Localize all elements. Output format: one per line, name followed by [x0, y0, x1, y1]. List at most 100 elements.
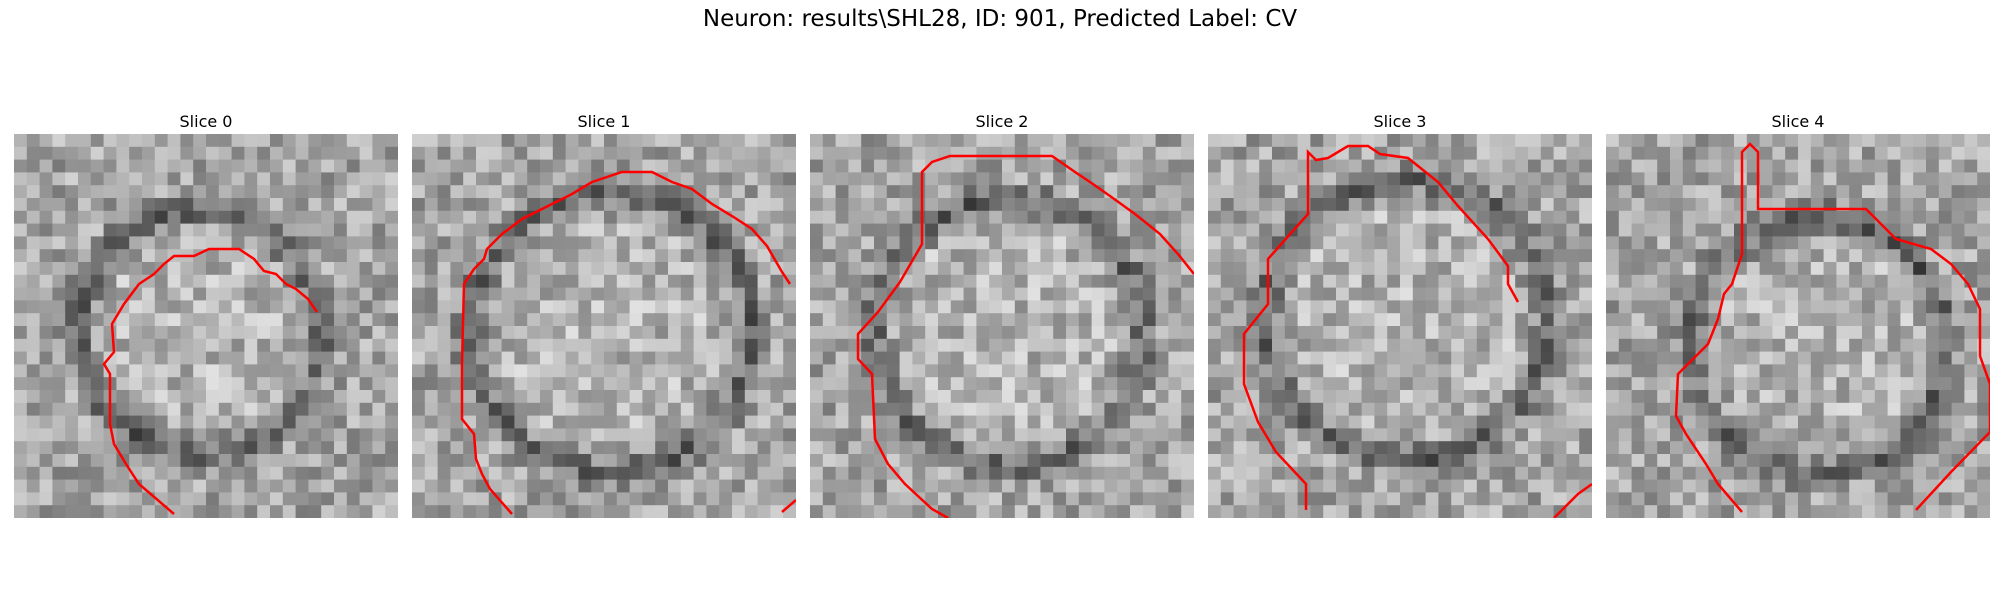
pixel — [1425, 249, 1439, 263]
pixel — [616, 390, 631, 404]
pixel — [1078, 185, 1093, 199]
pixel — [359, 351, 373, 365]
pixel — [1078, 377, 1093, 391]
pixel — [39, 249, 53, 263]
pixel — [1746, 377, 1761, 391]
pixel — [1566, 146, 1580, 161]
pixel — [642, 390, 656, 404]
pixel — [1348, 262, 1363, 276]
pixel — [835, 338, 849, 353]
pixel — [206, 146, 220, 161]
pixel — [1208, 390, 1222, 404]
pixel — [218, 415, 233, 429]
pixel — [565, 210, 579, 225]
pixel — [565, 454, 579, 468]
pixel — [1027, 262, 1041, 276]
pixel — [385, 172, 398, 186]
pixel — [308, 338, 322, 353]
pixel — [1644, 300, 1658, 314]
pixel — [1387, 415, 1401, 429]
pixel — [1078, 146, 1093, 161]
pixel — [1553, 185, 1567, 199]
pixel — [1400, 236, 1414, 250]
pixel — [1066, 172, 1080, 186]
pixel — [1540, 134, 1555, 148]
pixel — [604, 146, 618, 161]
pixel — [1053, 479, 1067, 493]
pixel — [835, 134, 849, 148]
pixel — [938, 415, 952, 429]
pixel — [783, 223, 796, 237]
pixel — [1489, 274, 1503, 289]
pixel — [1014, 505, 1029, 518]
pixel — [1670, 185, 1684, 199]
pixel — [1104, 377, 1118, 391]
pixel — [874, 146, 888, 161]
pixel — [591, 338, 605, 353]
pixel — [591, 441, 605, 455]
pixel — [950, 274, 965, 289]
pixel — [1002, 262, 1016, 276]
pixel — [1721, 262, 1735, 276]
pixel — [680, 146, 695, 161]
pixel — [1387, 172, 1401, 186]
micrograph-pixels — [14, 134, 398, 518]
pixel — [1823, 505, 1837, 518]
pixel — [231, 351, 245, 365]
pixel — [1348, 172, 1363, 186]
pixel — [822, 300, 837, 314]
pixel — [180, 300, 194, 314]
pixel — [1078, 274, 1093, 289]
pixel — [1951, 198, 1965, 212]
pixel — [963, 274, 977, 289]
pixel — [514, 134, 528, 148]
pixel — [1644, 441, 1658, 455]
pixel — [1464, 415, 1478, 429]
pixel — [1464, 146, 1478, 161]
pixel — [1400, 415, 1414, 429]
pixel — [90, 249, 105, 263]
pixel — [385, 159, 398, 173]
pixel — [1066, 479, 1080, 493]
pixel — [848, 390, 862, 404]
pixel — [90, 492, 105, 506]
pixel — [1066, 185, 1080, 199]
pixel — [1670, 364, 1684, 378]
pixel — [1913, 185, 1927, 199]
pixel — [1374, 300, 1388, 314]
pixel — [861, 479, 875, 493]
pixel — [116, 479, 130, 493]
pixel — [1259, 223, 1273, 237]
pixel — [1259, 402, 1273, 417]
pixel — [1785, 274, 1799, 289]
pixel — [1836, 415, 1850, 429]
pixel — [295, 198, 309, 212]
pixel — [1734, 159, 1748, 173]
pixel — [552, 274, 567, 289]
pixel — [822, 210, 837, 225]
pixel — [1553, 364, 1567, 378]
pixel — [385, 223, 398, 237]
pixel — [1066, 390, 1080, 404]
pixel — [1233, 223, 1247, 237]
pixel — [270, 236, 284, 250]
pixel — [257, 390, 271, 404]
pixel — [1823, 466, 1837, 481]
pixel — [1412, 185, 1427, 199]
pixel — [78, 326, 92, 340]
pixel — [1823, 262, 1837, 276]
pixel — [1759, 415, 1773, 429]
pixel — [706, 287, 720, 301]
pixel — [437, 300, 451, 314]
pixel — [848, 466, 862, 481]
pixel — [744, 402, 759, 417]
pixel — [861, 390, 875, 404]
pixel — [1208, 351, 1222, 365]
pixel — [231, 415, 245, 429]
pixel — [1040, 198, 1054, 212]
pixel — [1540, 402, 1555, 417]
pixel — [899, 364, 913, 378]
pixel — [783, 492, 796, 506]
pixel — [1387, 351, 1401, 365]
pixel — [1438, 492, 1452, 506]
